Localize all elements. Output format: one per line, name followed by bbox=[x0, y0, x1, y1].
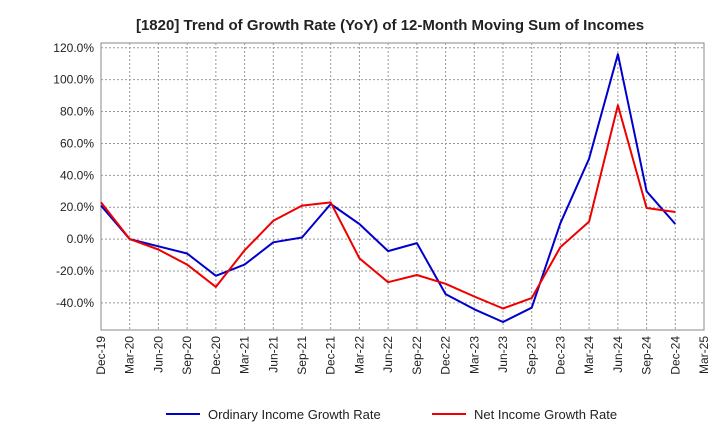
x-tick-label: Jun-22 bbox=[381, 336, 395, 373]
x-tick-label: Jun-21 bbox=[266, 336, 280, 373]
series-line-ordinary-income-growth-rate bbox=[100, 53, 677, 323]
x-tick-label: Jun-23 bbox=[496, 336, 510, 373]
horizontal-gridlines bbox=[101, 47, 704, 304]
y-tick-label: 40.0% bbox=[60, 168, 94, 182]
legend-label: Ordinary Income Growth Rate bbox=[208, 407, 381, 422]
legend-label: Net Income Growth Rate bbox=[474, 407, 617, 422]
y-tick-label: 80.0% bbox=[60, 105, 94, 119]
x-tick-label: Dec-22 bbox=[439, 336, 453, 375]
x-tick-label: Mar-20 bbox=[123, 336, 137, 374]
x-tick-label: Dec-24 bbox=[668, 336, 682, 375]
plot-border bbox=[100, 42, 705, 331]
x-tick-label: Dec-20 bbox=[209, 336, 223, 375]
x-tick-label: Jun-20 bbox=[151, 336, 165, 373]
x-tick-label: Dec-19 bbox=[94, 336, 108, 375]
x-tick-label: Dec-21 bbox=[324, 336, 338, 375]
x-axis-tick-labels: Dec-19 Mar-20 Jun-20 Sep-20 Dec-20 Mar-21 Jun-… bbox=[94, 336, 711, 375]
x-tick-label: Mar-23 bbox=[467, 336, 481, 374]
series-line-net-income-growth-rate bbox=[100, 104, 676, 310]
x-tick-label: Sep-20 bbox=[180, 336, 194, 375]
x-tick-label: Sep-22 bbox=[410, 336, 424, 375]
x-tick-label: Mar-22 bbox=[352, 336, 366, 374]
y-tick-label: 100.0% bbox=[53, 73, 94, 87]
y-tick-label: 120.0% bbox=[53, 41, 94, 55]
y-tick-label: 0.0% bbox=[67, 232, 95, 246]
y-tick-label: 60.0% bbox=[60, 136, 94, 150]
x-tick-label: Sep-21 bbox=[295, 336, 309, 375]
legend: Ordinary Income Growth Rate Net Income Gr… bbox=[166, 407, 617, 422]
x-tick-label: Jun-24 bbox=[611, 336, 625, 373]
x-tick-label: Sep-23 bbox=[525, 336, 539, 375]
y-axis-tick-labels: 120.0% 100.0% 80.0% 60.0% 40.0% 20.0% 0.0% -20.… bbox=[53, 41, 94, 310]
y-tick-label: -20.0% bbox=[56, 264, 94, 278]
x-tick-label: Dec-23 bbox=[553, 336, 567, 375]
x-tick-label: Sep-24 bbox=[640, 336, 654, 375]
chart-title: [1820] Trend of Growth Rate (YoY) of 12-… bbox=[136, 17, 644, 34]
x-tick-label: Mar-25 bbox=[697, 336, 711, 374]
y-tick-label: -40.0% bbox=[56, 296, 94, 310]
plot-area bbox=[100, 42, 705, 331]
y-tick-label: 20.0% bbox=[60, 200, 94, 214]
x-tick-label: Mar-21 bbox=[238, 336, 252, 374]
x-tick-label: Mar-24 bbox=[582, 336, 596, 374]
series-lines bbox=[100, 53, 677, 323]
